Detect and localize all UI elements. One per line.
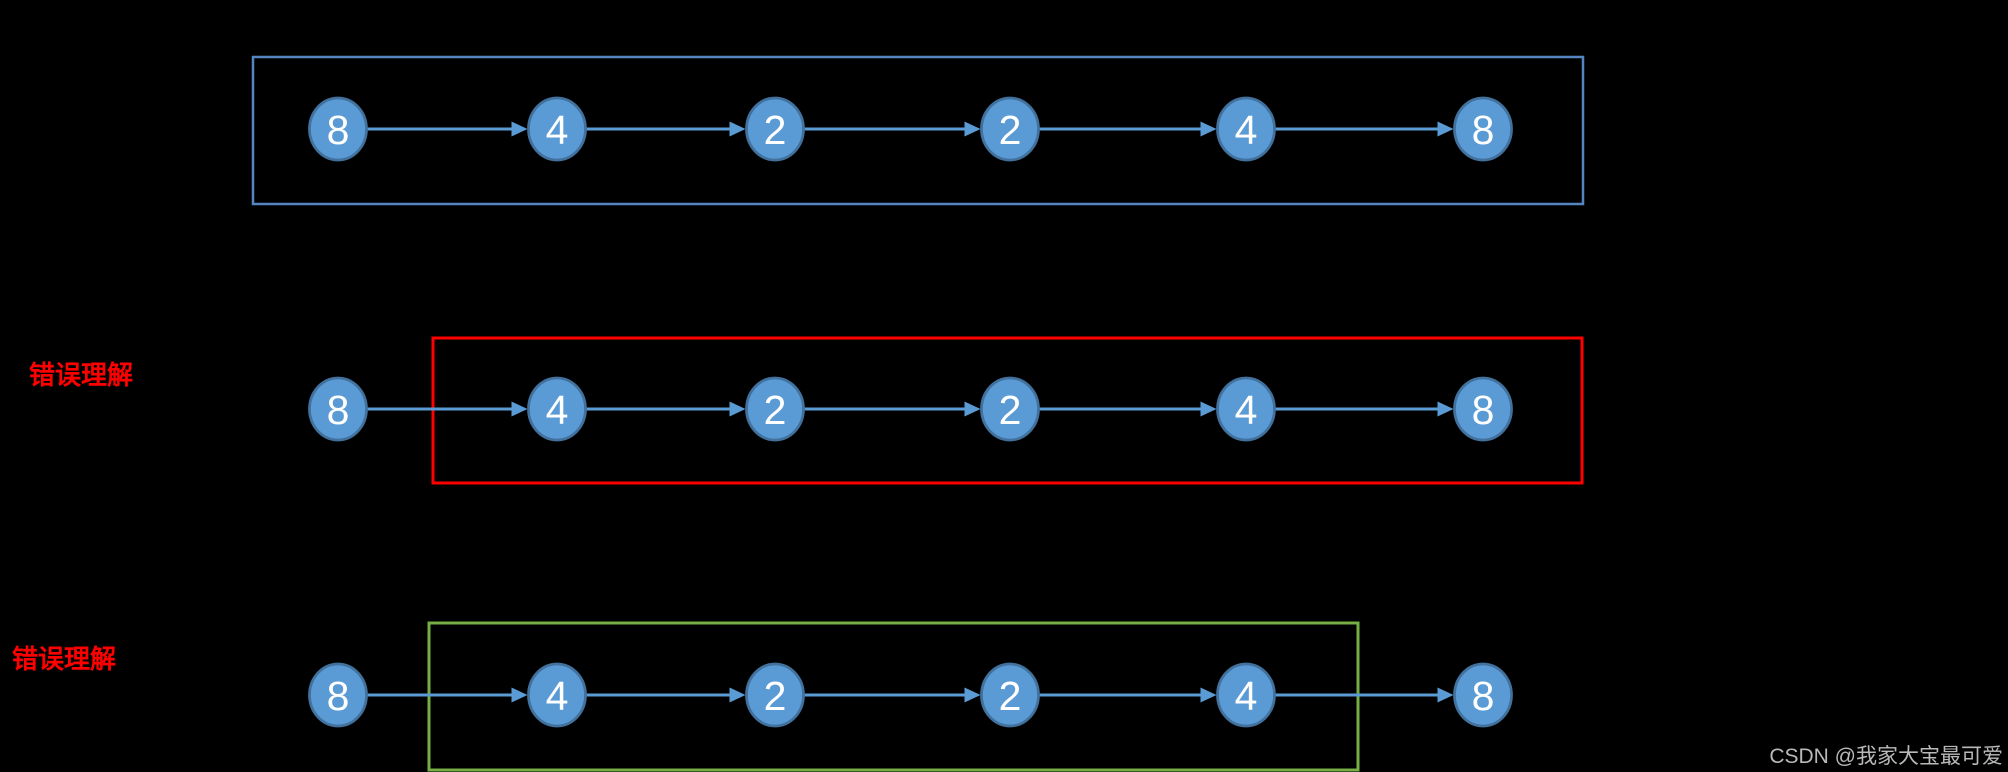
node-value: 8 <box>327 107 350 153</box>
node-value: 4 <box>1235 673 1258 719</box>
node-circle <box>308 662 368 728</box>
arrow-head-icon <box>511 401 528 417</box>
node-circle <box>745 662 805 728</box>
linked-list-row-2: 8 4 2 2 4 8 <box>308 336 1584 485</box>
node-circle <box>527 96 587 162</box>
linked-list-row-3: 8 4 2 2 4 8 <box>308 621 1513 772</box>
node-value: 2 <box>764 387 787 433</box>
node-value: 4 <box>1235 387 1258 433</box>
node-circle <box>308 376 368 442</box>
node-value: 8 <box>327 673 350 719</box>
arrow-head-icon <box>1200 687 1217 703</box>
arrow-head-icon <box>729 687 746 703</box>
arrow-head-icon <box>1437 121 1454 137</box>
node-value: 4 <box>546 673 569 719</box>
wrong-understanding-label-bottom: 错误理解 <box>12 645 117 674</box>
node-circle <box>308 96 368 162</box>
csdn-watermark: CSDN @我家大宝最可爱 <box>1769 745 2003 768</box>
node-circle <box>745 96 805 162</box>
node-value: 8 <box>1472 387 1495 433</box>
arrow-head-icon <box>964 687 981 703</box>
node-circle <box>980 96 1040 162</box>
node-circle <box>527 376 587 442</box>
node-circle <box>980 662 1040 728</box>
node-value: 2 <box>764 107 787 153</box>
node-circle <box>980 376 1040 442</box>
node-circle <box>1216 376 1276 442</box>
highlight-box <box>251 55 1585 206</box>
arrow-head-icon <box>964 401 981 417</box>
linked-list-row-1: 8 4 2 2 4 8 <box>251 55 1585 206</box>
arrow-head-icon <box>1200 401 1217 417</box>
arrow-head-icon <box>1437 687 1454 703</box>
node-value: 2 <box>764 673 787 719</box>
node-value: 8 <box>1472 107 1495 153</box>
node-value: 4 <box>546 107 569 153</box>
node-circle <box>527 662 587 728</box>
arrow-head-icon <box>729 121 746 137</box>
arrow-head-icon <box>511 121 528 137</box>
arrow-head-icon <box>964 121 981 137</box>
node-value: 8 <box>1472 673 1495 719</box>
node-value: 2 <box>999 673 1022 719</box>
node-circle <box>1453 662 1513 728</box>
arrow-head-icon <box>1200 121 1217 137</box>
wrong-understanding-label-middle: 错误理解 <box>29 361 134 390</box>
node-value: 4 <box>546 387 569 433</box>
node-value: 8 <box>327 387 350 433</box>
node-circle <box>1216 662 1276 728</box>
arrow-head-icon <box>1437 401 1454 417</box>
arrow-head-icon <box>729 401 746 417</box>
node-value: 4 <box>1235 107 1258 153</box>
node-value: 2 <box>999 387 1022 433</box>
node-circle <box>1216 96 1276 162</box>
node-circle <box>1453 96 1513 162</box>
node-circle <box>745 376 805 442</box>
arrow-head-icon <box>511 687 528 703</box>
node-circle <box>1453 376 1513 442</box>
node-value: 2 <box>999 107 1022 153</box>
